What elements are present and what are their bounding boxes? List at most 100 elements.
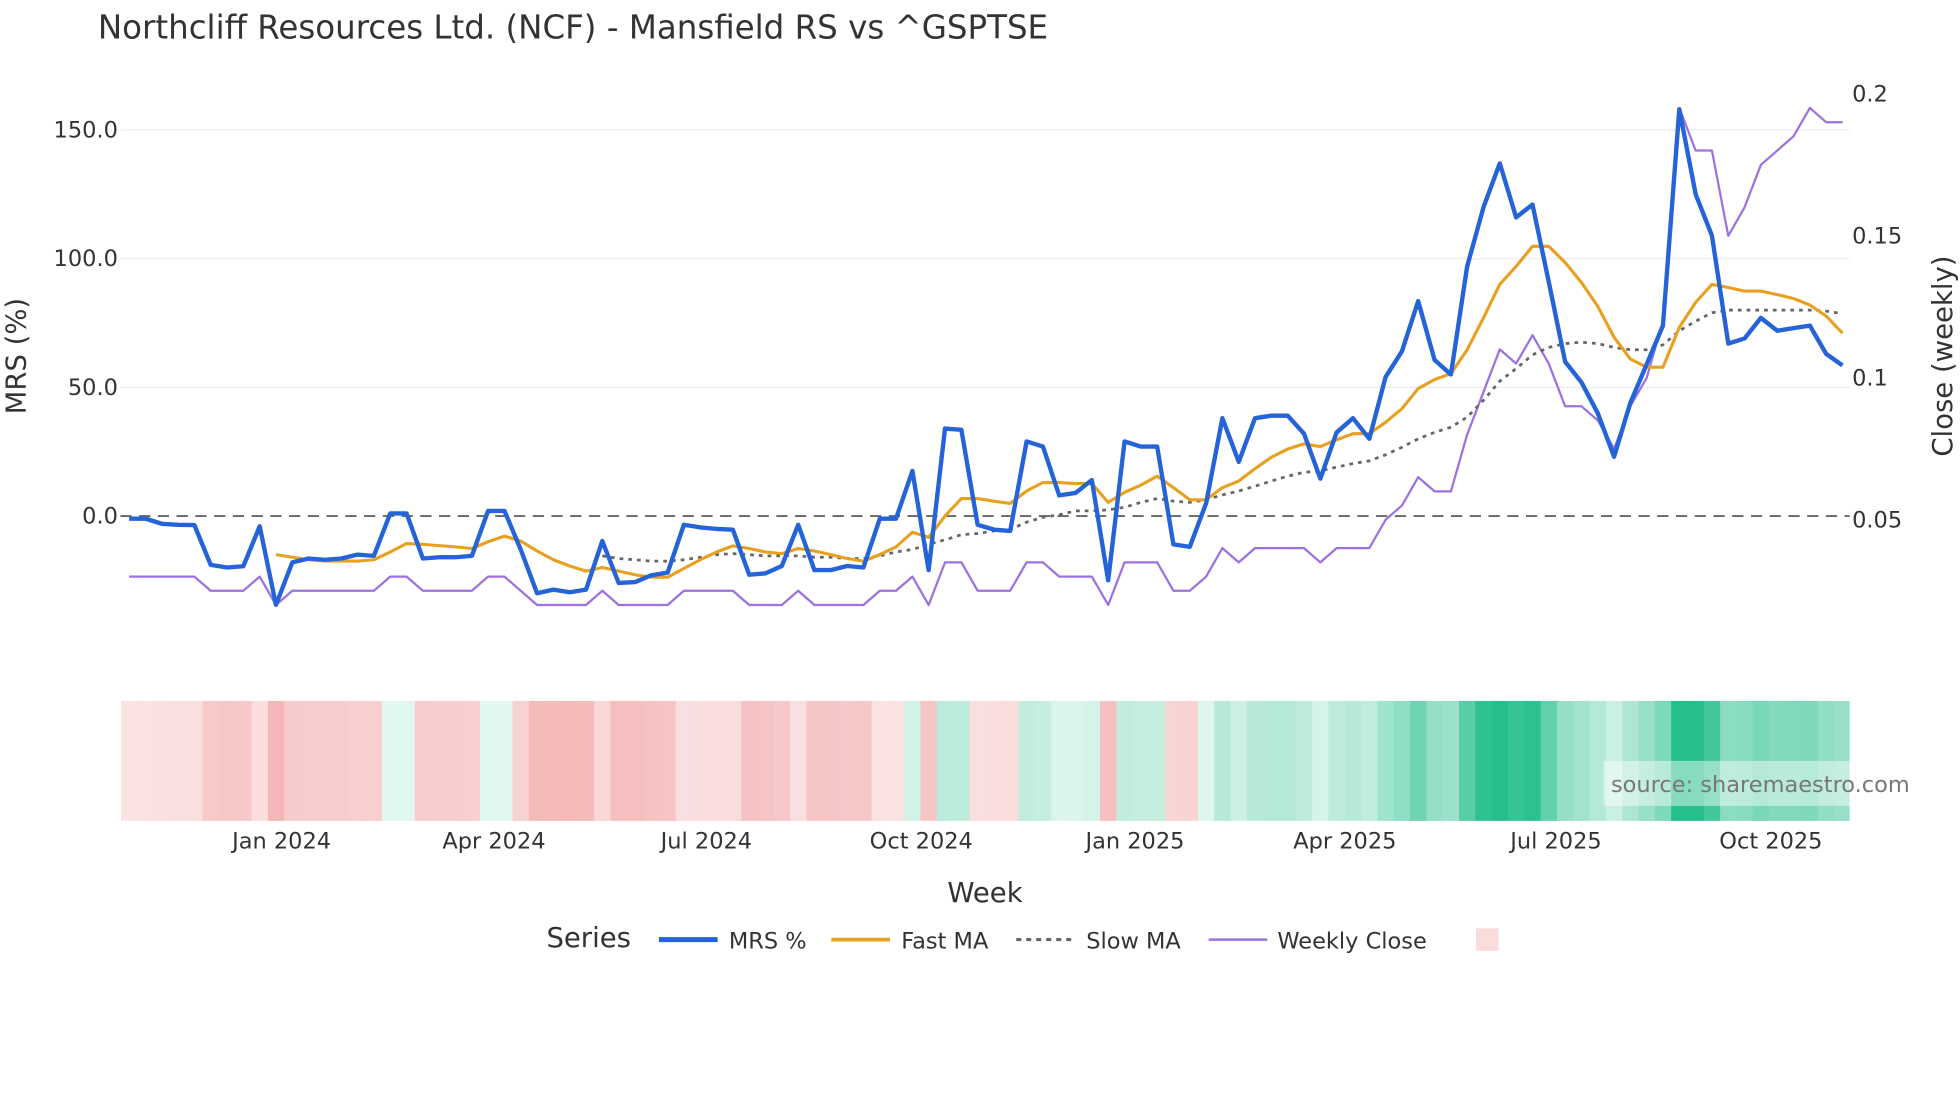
heatmap-cell [741, 700, 758, 821]
heatmap-cell [1410, 700, 1428, 821]
heatmap-cell [871, 700, 889, 821]
heatmap-cell [1018, 700, 1036, 821]
heatmap-cell [1344, 700, 1362, 821]
y-right-tick-label: 0.15 [1852, 223, 1902, 249]
heatmap-cell [838, 700, 856, 821]
heatmap-cell [1785, 700, 1803, 821]
heatmap-cell [1524, 700, 1542, 821]
heatmap-cell [806, 700, 824, 821]
heatmap-cell [594, 700, 612, 821]
heatmap-cell [1573, 700, 1591, 821]
legend-item-fast-ma[interactable]: Fast MA [831, 928, 989, 954]
legend-item-weekly-close[interactable]: Weekly Close [1208, 928, 1427, 954]
heatmap-cell [1622, 700, 1640, 821]
heatmap-cell [1230, 700, 1248, 821]
heatmap-cell [1214, 700, 1232, 821]
heatmap-cell [1540, 700, 1558, 821]
legend-label-mrs: MRS % [729, 928, 807, 954]
heatmap-cell [887, 700, 905, 821]
heatmap-cell [1263, 700, 1281, 821]
series-line-mrs [129, 107, 1844, 608]
y-right-tick-label: 0.05 [1852, 507, 1902, 533]
heatmap-cell [1589, 700, 1607, 821]
heatmap-cell [1295, 700, 1313, 821]
watermark: source: sharemaestro.com [1603, 760, 1960, 806]
heatmap-cell [1132, 700, 1150, 821]
x-tick-label: Jan 2025 [1083, 828, 1184, 854]
heatmap-cell [1361, 700, 1379, 821]
heatmap-cell [1491, 700, 1509, 821]
series-line-slow-ma [602, 308, 1843, 563]
heatmap-cell [1246, 700, 1264, 821]
y-left-tick-label: 50.0 [68, 375, 118, 401]
legend-item-heatmap[interactable] [1476, 928, 1499, 951]
heatmap-cell [202, 700, 220, 821]
heatmap-cell [855, 700, 873, 821]
heatmap-cell [577, 700, 595, 821]
heatmap-cell [528, 700, 546, 821]
x-tick-label: Oct 2024 [870, 828, 973, 854]
right-axis-title: Close (weekly) [1927, 256, 1959, 457]
heatmap-cell [431, 700, 448, 821]
heatmap-cell [643, 700, 661, 821]
heatmap-cell [414, 700, 432, 821]
heatmap-cell [1393, 700, 1411, 821]
heatmap-cell [1116, 700, 1134, 821]
heatmap-cell [186, 700, 204, 821]
heatmap-cell [773, 700, 791, 821]
heatmap-cell [333, 700, 351, 821]
heatmap-cell [1067, 700, 1085, 821]
heatmap-cell [137, 700, 155, 821]
heatmap-cell [1312, 700, 1330, 821]
heatmap-cell [953, 700, 971, 821]
y-right-tick-label: 0.1 [1852, 365, 1888, 391]
heatmap-cell [1818, 700, 1835, 821]
right-axis-ticks: 0.05 0.1 0.15 0.2 [1852, 81, 1902, 533]
heatmap-cell [169, 700, 187, 821]
legend-item-mrs[interactable]: MRS % [658, 928, 807, 954]
heatmap-cell [1083, 700, 1101, 821]
heatmap-strip [120, 700, 1850, 821]
heatmap-cell [1197, 700, 1215, 821]
heatmap-cell [120, 700, 138, 821]
heatmap-cell [1834, 700, 1850, 821]
chart-title: Northcliff Resources Ltd. (NCF) - Mansfi… [98, 9, 1048, 47]
heatmap-cell [659, 700, 677, 821]
heatmap-cell [1475, 700, 1493, 821]
heatmap-cell [479, 700, 497, 821]
heatmap-cell [1752, 700, 1770, 821]
heatmap-cell [920, 700, 938, 821]
heatmap-cell [1034, 700, 1052, 821]
legend-item-slow-ma[interactable]: Slow MA [1016, 928, 1181, 954]
y-left-tick-label: 0.0 [82, 504, 118, 530]
heatmap-cell [1556, 700, 1574, 821]
x-tick-label: Jan 2024 [230, 828, 331, 854]
heatmap-cell [512, 700, 530, 821]
heatmap-cell [724, 700, 742, 821]
heatmap-cell [284, 700, 302, 821]
heatmap-cell [1687, 700, 1705, 821]
heatmap-cell [1442, 700, 1460, 821]
heatmap-cell [561, 700, 579, 821]
heatmap-cell [626, 700, 644, 821]
heatmap-cell [447, 700, 465, 821]
heatmap-cell [267, 700, 285, 821]
heatmap-cell [675, 700, 693, 821]
heatmap-cell [382, 700, 400, 821]
heatmap-cell [1165, 700, 1183, 821]
heatmap-cell [610, 700, 628, 821]
heatmap-cell [1801, 700, 1819, 821]
x-axis-title: Week [947, 877, 1022, 909]
heatmap-cell [300, 700, 318, 821]
heatmap-cell [985, 700, 1003, 821]
heatmap-cell [708, 700, 726, 821]
heatmap-cell [1671, 700, 1689, 821]
heatmap-cell [969, 700, 987, 821]
heatmap-cell [251, 700, 269, 821]
heatmap-cell [1720, 700, 1738, 821]
legend: Series MRS % Fast MA Slow MA Weekly Clos… [546, 922, 1499, 954]
watermark-text: source: sharemaestro.com [1611, 772, 1910, 798]
heatmap-cell [1148, 700, 1166, 821]
legend-label-fast-ma: Fast MA [901, 928, 989, 954]
